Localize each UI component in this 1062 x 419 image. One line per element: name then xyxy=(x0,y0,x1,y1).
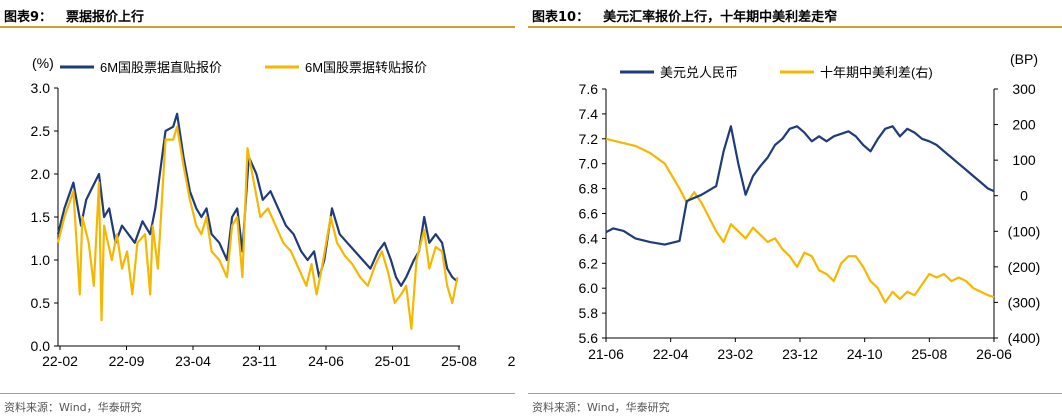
left-title-rule xyxy=(0,26,515,28)
x-tick-label: 21-06 xyxy=(588,346,624,362)
series-line-yield-spread xyxy=(605,137,995,304)
x-tick-label: 23-11 xyxy=(242,353,277,369)
right-y-tick-label: (400) xyxy=(1008,330,1041,346)
right-figure-number: 图表10： xyxy=(532,10,590,25)
left-source-note: 资料来源：Wind，华泰研究 xyxy=(4,401,142,414)
x-tick-label: 25-01 xyxy=(375,353,411,369)
y-tick-label: 1.5 xyxy=(31,209,51,225)
right-y-tick-label: 300 xyxy=(1012,81,1036,97)
left-y-tick-label: 6.6 xyxy=(579,206,599,222)
right-source-rule xyxy=(528,393,1062,394)
left-y-tick-label: 6.4 xyxy=(579,230,599,246)
x-tick-label: 23-02 xyxy=(717,346,753,362)
left-y-tick-label: 7.0 xyxy=(579,156,599,172)
legend-label: 十年期中美利差(右) xyxy=(820,65,933,80)
left-y-tick-label: 7.6 xyxy=(579,81,599,97)
series-line-usd-cny xyxy=(605,125,995,246)
left-figure-panel: 图表9： 票据报价上行 0.0 0.5 1.0 1.5 2.0 2.5 3.0 (%) 22-02… xyxy=(0,0,515,419)
x-tick-label: 23-12 xyxy=(782,346,818,362)
right-y-tick-label: 100 xyxy=(1012,152,1036,168)
right-source-note: 资料来源：Wind，华泰研究 xyxy=(532,401,670,414)
x-tick-label: 23-04 xyxy=(175,353,211,369)
y-tick-label: 2.0 xyxy=(31,166,51,182)
x-tick-label: 24-10 xyxy=(847,346,883,362)
left-y-tick-label: 5.8 xyxy=(579,305,599,321)
left-figure-title: 图表9： 票据报价上行 xyxy=(4,6,144,25)
y-tick-label: 2.5 xyxy=(31,123,51,139)
y-axis-unit-label: (%) xyxy=(32,55,54,71)
left-figure-number: 图表9： xyxy=(4,10,53,25)
x-tick-label: 24-06 xyxy=(308,353,344,369)
y-tick-label: 3.0 xyxy=(31,80,51,96)
x-tick-label: 25-08 xyxy=(911,346,947,362)
right-y-tick-label: (200) xyxy=(1008,259,1041,275)
series-line-rediscount xyxy=(56,125,459,330)
right-figure-title-text: 美元汇率报价上行，十年期中美利差走窄 xyxy=(603,10,838,25)
left-figure-title-text: 票据报价上行 xyxy=(66,10,145,25)
x-tick-label: 22-09 xyxy=(109,353,145,369)
x-tick-label: 26-03 xyxy=(508,353,515,369)
left-y-tick-label: 5.6 xyxy=(579,330,599,346)
right-figure-panel: 图表10： 美元汇率报价上行，十年期中美利差走窄 5.6 5.8 6.0 6.2 6.4 6… xyxy=(528,0,1062,419)
left-y-tick-label: 7.2 xyxy=(579,131,599,147)
legend-label: 美元兑人民币 xyxy=(660,65,738,80)
right-y-tick-label: (100) xyxy=(1008,223,1041,239)
x-tick-label: 25-08 xyxy=(441,353,477,369)
y-tick-label: 0.5 xyxy=(31,295,51,311)
right-y-tick-label: (300) xyxy=(1008,294,1041,310)
right-line-chart: 5.6 5.8 6.0 6.2 6.4 6.6 6.8 7.0 7.2 7.4 7.6 (400) (3… xyxy=(579,51,1041,362)
series-line-direct-discount xyxy=(56,112,459,287)
y-tick-label: 0.0 xyxy=(31,338,51,354)
y-tick-label: 1.0 xyxy=(31,252,51,268)
left-line-chart: 0.0 0.5 1.0 1.5 2.0 2.5 3.0 (%) 22-02 22-09 23-04 2… xyxy=(31,55,515,369)
right-y-axis-unit-label: (BP) xyxy=(1010,51,1038,67)
left-y-tick-label: 6.8 xyxy=(579,181,599,197)
right-title-rule xyxy=(528,26,1062,28)
legend-label: 6M国股票据转贴报价 xyxy=(305,60,427,75)
x-tick-label: 26-06 xyxy=(976,346,1012,362)
right-y-tick-label: 200 xyxy=(1012,117,1036,133)
left-y-tick-label: 6.0 xyxy=(579,280,599,296)
right-y-tick-label: 0 xyxy=(1020,188,1028,204)
legend-label: 6M国股票据直贴报价 xyxy=(100,60,222,75)
left-source-rule xyxy=(0,393,515,394)
right-figure-title: 图表10： 美元汇率报价上行，十年期中美利差走窄 xyxy=(532,6,837,25)
x-tick-label: 22-04 xyxy=(653,346,689,362)
x-tick-label: 22-02 xyxy=(42,353,78,369)
left-y-tick-label: 6.2 xyxy=(579,255,599,271)
left-y-tick-label: 7.4 xyxy=(579,106,599,122)
